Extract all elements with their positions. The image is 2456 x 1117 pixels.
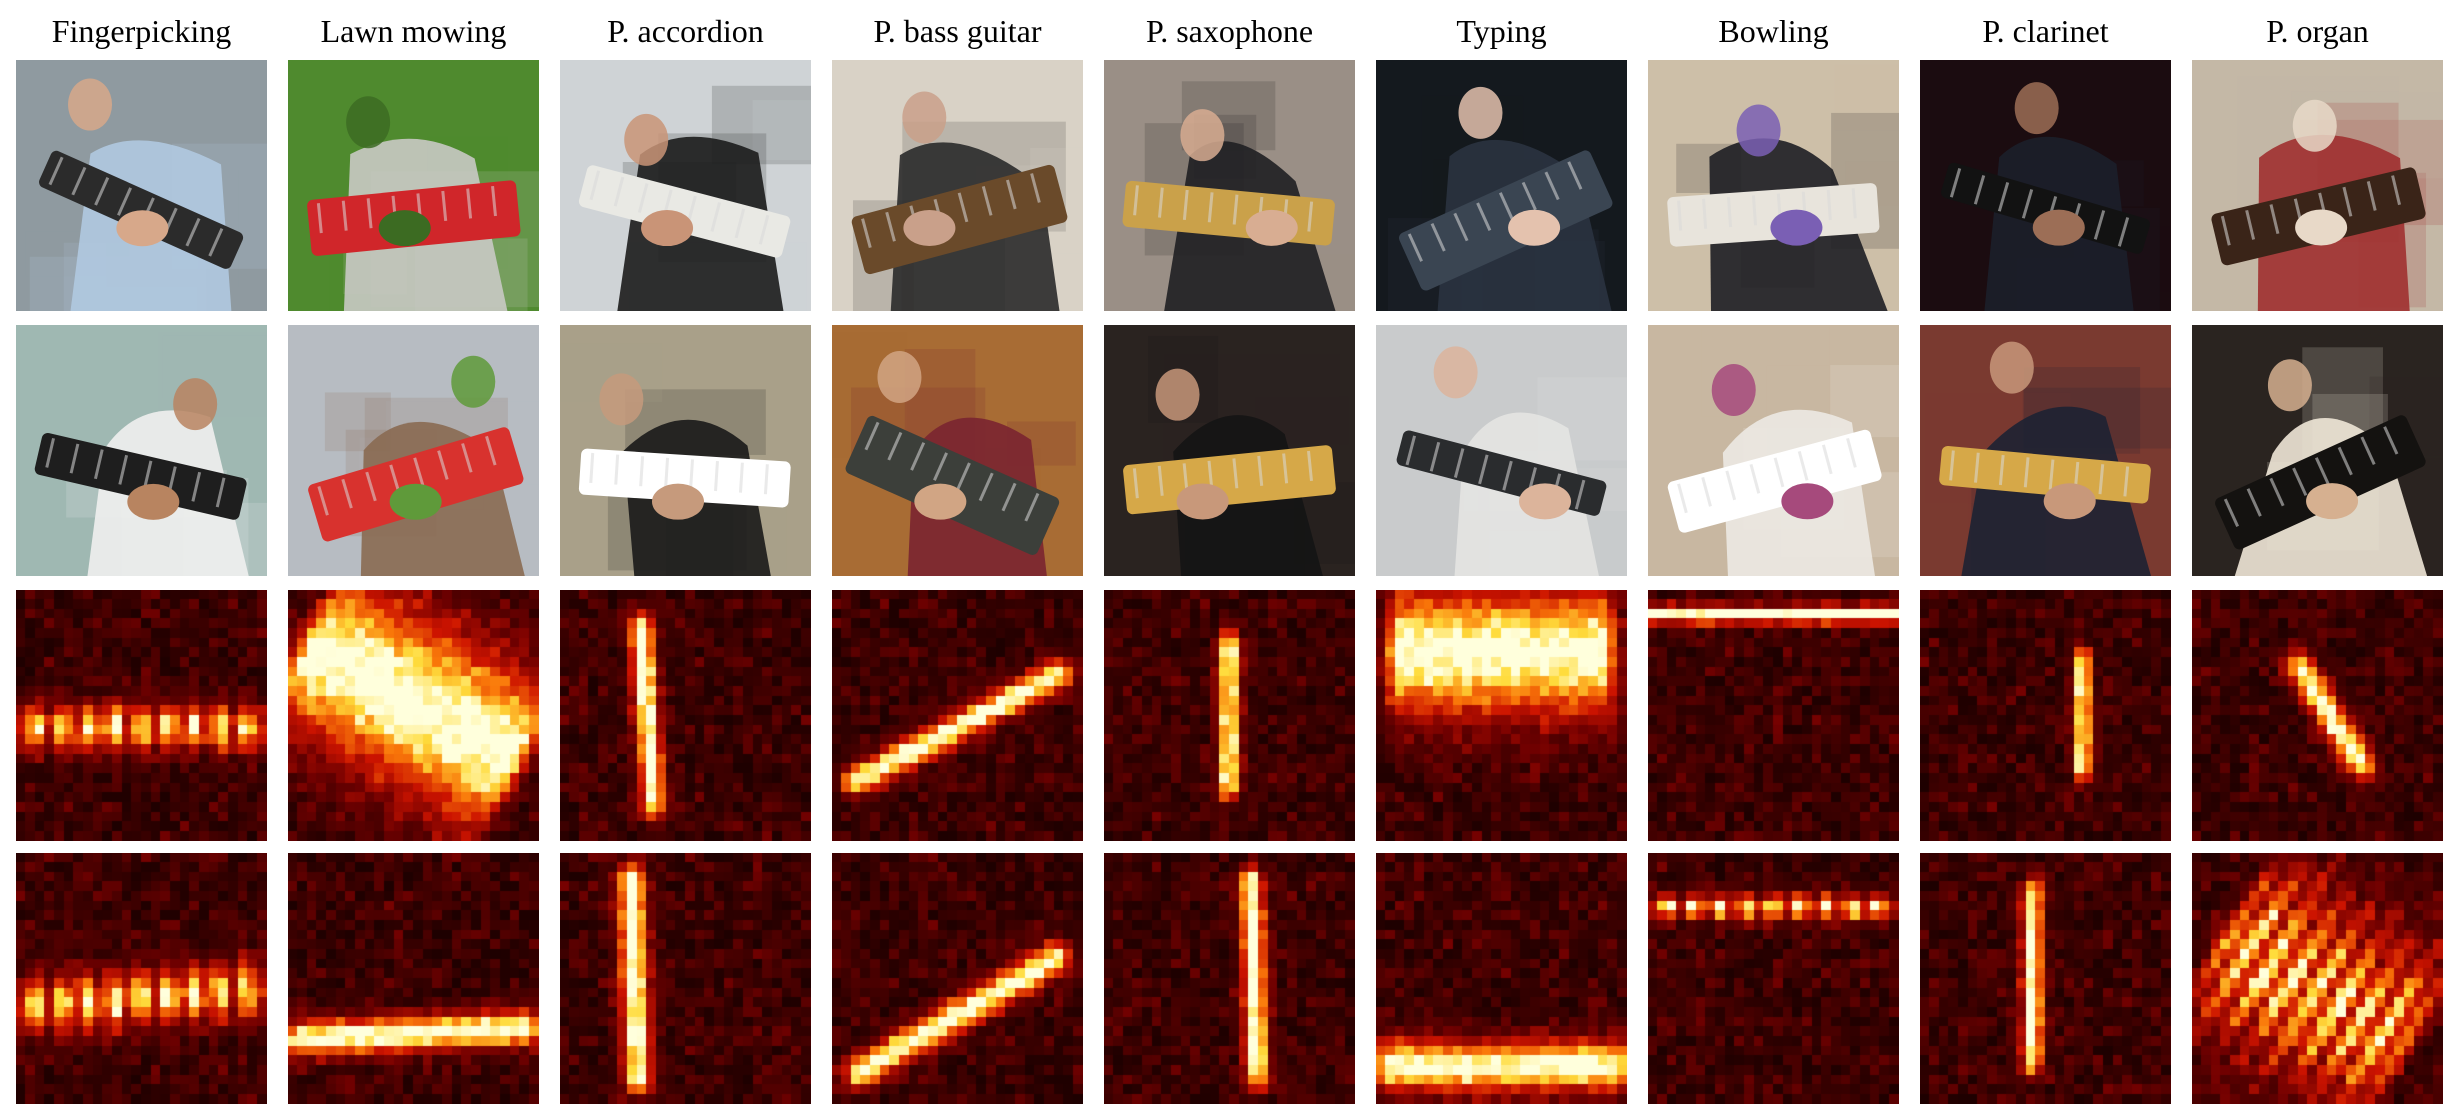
heatmap-diagonal-streak-center — [2192, 590, 2443, 841]
video-frame-lawn-mowing-2 — [288, 325, 539, 576]
video-frame-lawn-mowing-1 — [288, 60, 539, 311]
video-frame-fingerpicking-2 — [16, 325, 267, 576]
video-frame-p-saxophone-2 — [1104, 325, 1355, 576]
video-frame-p-accordion-2 — [560, 325, 811, 576]
frame-image-hands-typing-on-keyboard — [1376, 325, 1627, 576]
video-frame-bowling-1 — [1648, 60, 1899, 311]
attention-heatmap-p-clarinet-2 — [1920, 853, 2171, 1104]
attention-heatmap-p-saxophone-2 — [1104, 853, 1355, 1104]
heatmap-top-thin-band — [1648, 590, 1899, 841]
attention-heatmap-typing-2 — [1376, 853, 1627, 1104]
heatmap-diffuse-upper-diagonal — [288, 590, 539, 841]
video-frame-fingerpicking-1 — [16, 60, 267, 311]
heatmap-horizontal-band-mid-slanted — [16, 853, 267, 1104]
column-label-p-bass-guitar: P. bass guitar — [873, 13, 1042, 49]
heatmap-upper-thin-band — [1648, 853, 1899, 1104]
attention-heatmap-p-clarinet-1 — [1920, 590, 2171, 841]
frame-image-red-lawn-mower-on-grass — [288, 60, 539, 311]
column-label-p-organ: P. organ — [2266, 13, 2369, 49]
attention-heatmap-p-accordion-1 — [560, 590, 811, 841]
video-frame-typing-1 — [1376, 60, 1627, 311]
frame-image-person-fingerpicking-guitar-close — [16, 60, 267, 311]
video-frame-p-clarinet-1 — [1920, 60, 2171, 311]
frame-image-bowling-alley-lanes — [1648, 325, 1899, 576]
heatmap-vertical-streaks — [1104, 853, 1355, 1104]
frame-image-man-playing-accordion-in-library — [560, 325, 811, 576]
column-label-typing: Typing — [1456, 13, 1547, 49]
frame-image-man-playing-organ — [2192, 60, 2443, 311]
attention-heatmap-bowling-1 — [1648, 590, 1899, 841]
frame-image-person-playing-acoustic-guitar — [16, 325, 267, 576]
heatmap-small-spot-upper-right — [1920, 590, 2171, 841]
video-frame-p-organ-2 — [2192, 325, 2443, 576]
attention-heatmap-p-saxophone-1 — [1104, 590, 1355, 841]
column-label-p-accordion: P. accordion — [607, 13, 764, 49]
attention-heatmap-p-bass-guitar-1 — [832, 590, 1083, 841]
column-label-lawn-mowing: Lawn mowing — [320, 13, 507, 49]
attention-heatmap-p-accordion-2 — [560, 853, 811, 1104]
column-label-fingerpicking: Fingerpicking — [51, 13, 232, 49]
attention-heatmap-p-organ-2 — [2192, 853, 2443, 1104]
attention-heatmap-fingerpicking-2 — [16, 853, 267, 1104]
heatmap-vertical-streaks — [560, 853, 811, 1104]
attention-heatmap-lawn-mowing-1 — [288, 590, 539, 841]
column-label-bowling: Bowling — [1718, 13, 1829, 49]
video-frame-p-bass-guitar-2 — [832, 325, 1083, 576]
video-frame-p-saxophone-1 — [1104, 60, 1355, 311]
frame-image-hand-typing-on-laptop — [1376, 60, 1627, 311]
frame-image-man-playing-saxophone-orchestra — [1920, 325, 2171, 576]
frame-image-man-playing-accordion — [560, 60, 811, 311]
video-frame-p-organ-1 — [2192, 60, 2443, 311]
heatmap-vertical-streak-center — [1920, 853, 2171, 1104]
attention-heatmap-lawn-mowing-2 — [288, 853, 539, 1104]
video-frame-p-clarinet-2 — [1920, 325, 2171, 576]
heatmap-diagonal-striped-block — [2192, 853, 2443, 1104]
heatmap-lower-mound — [1376, 853, 1627, 1104]
attention-heatmap-bowling-2 — [1648, 853, 1899, 1104]
heatmap-diagonal-streak — [832, 590, 1083, 841]
frame-image-child-walking-in-bowling-alley — [1648, 60, 1899, 311]
heatmap-horizontal-band-mid — [16, 590, 267, 841]
video-frame-p-bass-guitar-1 — [832, 60, 1083, 311]
attention-heatmap-p-bass-guitar-2 — [832, 853, 1083, 1104]
attention-heatmap-fingerpicking-1 — [16, 590, 267, 841]
video-frame-typing-2 — [1376, 325, 1627, 576]
heatmap-vertical-streak-left — [560, 590, 811, 841]
attention-heatmap-typing-1 — [1376, 590, 1627, 841]
heatmap-horizontal-band-lower — [288, 853, 539, 1104]
frame-image-lawn-mower-in-front-of-houses — [288, 325, 539, 576]
heatmap-diagonal-streak-lower — [832, 853, 1083, 1104]
frame-image-man-with-saxophone-speaking — [1104, 60, 1355, 311]
column-label-p-saxophone: P. saxophone — [1145, 13, 1314, 49]
frame-image-man-playing-saxophone-stage — [1104, 325, 1355, 576]
attention-heatmap-p-organ-1 — [2192, 590, 2443, 841]
video-frame-p-accordion-1 — [560, 60, 811, 311]
column-label-p-clarinet: P. clarinet — [1982, 13, 2109, 49]
frame-image-organ-keyboards-hands — [2192, 325, 2443, 576]
heatmap-vertical-streak-center — [1104, 590, 1355, 841]
frame-image-man-playing-bass-guitar — [832, 325, 1083, 576]
heatmap-upper-left-blob — [1376, 590, 1627, 841]
frame-image-hands-playing-bass-guitar — [832, 60, 1083, 311]
frame-image-man-playing-clarinet-dark — [1920, 60, 2171, 311]
video-frame-bowling-2 — [1648, 325, 1899, 576]
